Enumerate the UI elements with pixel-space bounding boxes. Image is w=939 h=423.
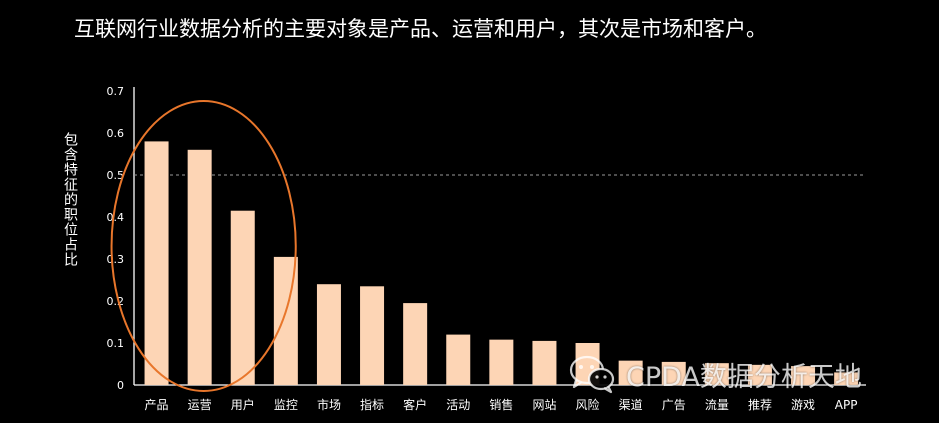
x-tick-label: 运营 [188,398,212,412]
bar-6 [360,286,385,385]
x-tick-label: 风险 [576,397,600,412]
watermark: CPDA数据分析天地 [568,352,862,396]
bar-8 [446,334,471,385]
x-tick-label: 活动 [446,398,470,412]
bar-15 [747,364,772,385]
x-tick-label: 监控 [274,398,298,412]
x-tick-label: 市场 [317,397,341,412]
x-tick-label: 渠道 [619,398,643,412]
y-tick-label: 0.4 [107,211,125,224]
y-tick-label: 0.3 [107,253,125,266]
bar-13 [661,361,686,385]
x-tick-label: 推荐 [748,398,772,412]
bar-2 [187,149,212,385]
bar-12 [618,360,643,385]
y-tick-label: 0.5 [107,169,125,182]
x-tick-label: 产品 [145,398,169,412]
bar-9 [489,339,514,385]
x-tick-label: 销售 [489,397,513,412]
x-tick-label: 客户 [403,397,427,412]
bar-5 [316,284,341,385]
x-tick-label: 指标 [360,397,384,412]
chart-title: 互联网行业数据分析的主要对象是产品、运营和用户，其次是市场和客户。 [74,17,767,41]
bar-10 [532,340,557,385]
x-tick-label: 用户 [231,397,255,412]
x-tick-label: 流量 [705,398,729,412]
bar-7 [403,303,428,385]
bar-17 [834,372,859,385]
y-tick-label: 0.1 [107,337,125,350]
bar-1 [144,141,169,385]
bar-14 [704,363,729,385]
bar-16 [791,366,816,385]
x-tick-label: 网站 [532,398,556,412]
bar-3 [230,210,255,385]
y-tick-label: 0.6 [107,127,125,140]
x-tick-label: 广告 [662,398,686,412]
highlight-ellipse [110,100,297,392]
y-axis-label: 包含特征的职位占比 [62,132,78,267]
y-tick-label: 0.2 [107,295,125,308]
x-tick-label: 游戏 [791,398,815,412]
y-tick-label: 0 [117,379,124,392]
wechat-icon [569,355,615,394]
y-tick-label: 0.7 [107,85,125,98]
watermark-text: CPDA数据分析天地 [626,361,862,393]
x-tick-label: APP [835,398,858,412]
